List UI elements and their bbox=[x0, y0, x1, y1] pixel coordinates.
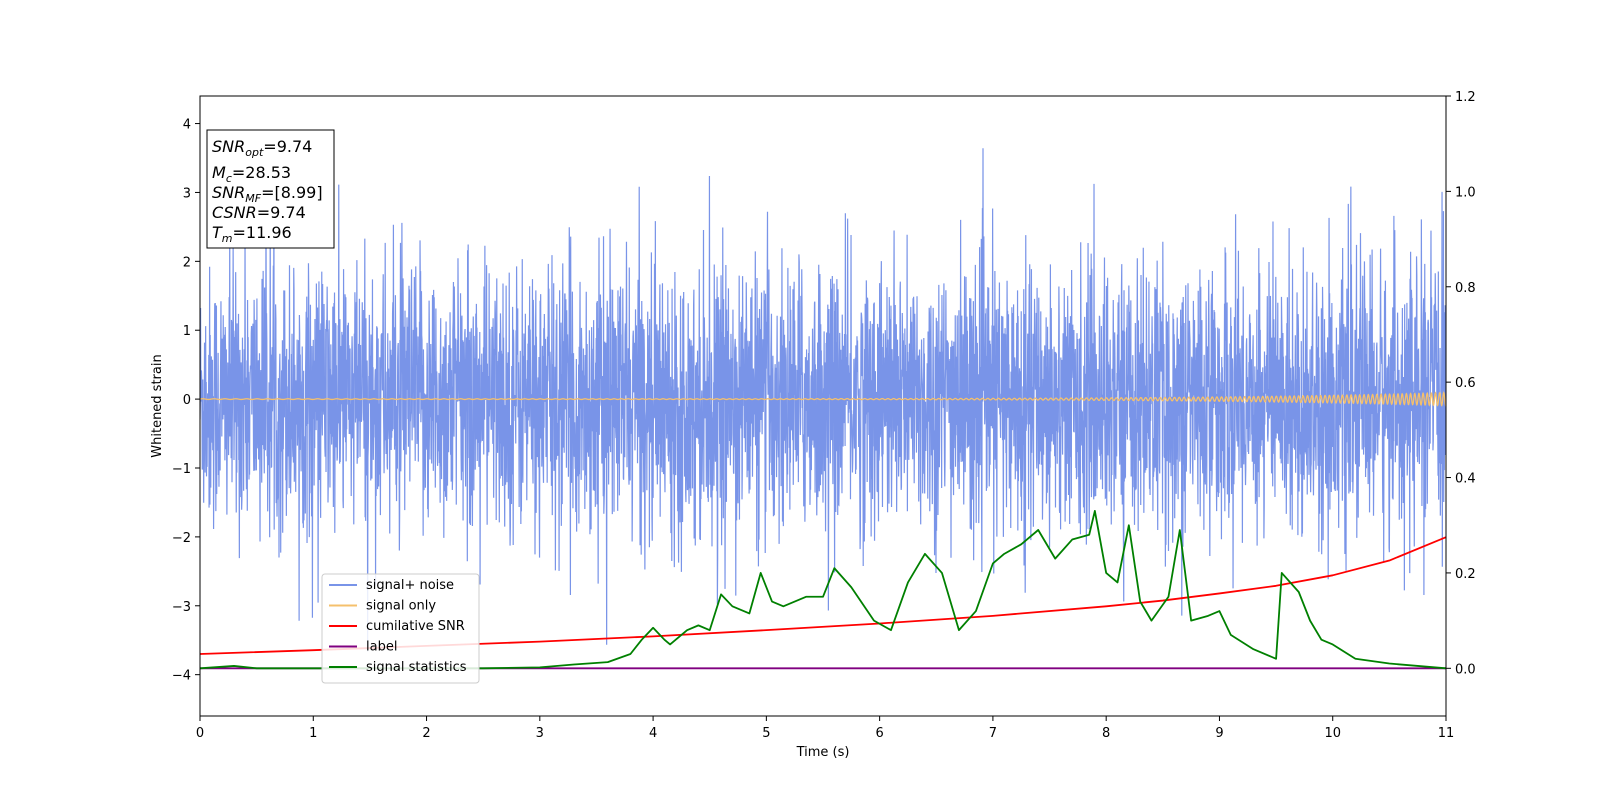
left-y-tick-label: 0 bbox=[183, 393, 191, 408]
legend-label: signal statistics bbox=[366, 660, 467, 675]
x-tick-label: 9 bbox=[1215, 726, 1223, 741]
x-tick-label: 4 bbox=[649, 726, 657, 741]
legend-item-cumulative-snr: cumilative SNR bbox=[329, 619, 465, 634]
x-tick-label: 8 bbox=[1102, 726, 1110, 741]
x-tick-label: 10 bbox=[1324, 726, 1341, 741]
x-tick-label: 6 bbox=[875, 726, 883, 741]
x-tick-label: 2 bbox=[422, 726, 430, 741]
series-line-signal-noise bbox=[200, 148, 1446, 652]
left-y-tick-label: 1 bbox=[183, 324, 191, 339]
legend: signal+ noise signal only cumilative SNR la… bbox=[321, 573, 480, 684]
legend-label: signal only bbox=[366, 599, 436, 614]
plot-frame bbox=[199, 95, 1447, 717]
left-y-tick-label: −3 bbox=[172, 600, 191, 615]
x-axis-label: Time (s) bbox=[796, 745, 850, 760]
legend-item-signal-statistics: signal statistics bbox=[329, 660, 467, 675]
right-y-tick-label: 0.2 bbox=[1455, 567, 1476, 582]
right-y-tick-label: 0.8 bbox=[1455, 281, 1476, 296]
x-tick-label: 5 bbox=[762, 726, 770, 741]
right-y-axis-ticks: 0.0 0.2 0.4 0.6 0.8 1.0 1.2 bbox=[1446, 90, 1476, 677]
annotation-box: SNRopt=9.74 Mc=28.53 SNRMF=[8.99] CSNR=9… bbox=[206, 129, 335, 249]
legend-item-signal-only: signal only bbox=[329, 599, 436, 614]
x-tick-label: 0 bbox=[196, 726, 204, 741]
right-y-tick-label: 1.2 bbox=[1455, 90, 1476, 105]
svg-text:Tm=11.96: Tm=11.96 bbox=[212, 223, 292, 245]
legend-label: cumilative SNR bbox=[366, 619, 465, 634]
series-line-signal-only bbox=[200, 391, 1446, 407]
left-y-tick-label: 2 bbox=[183, 255, 191, 270]
svg-text:SNRMF=[8.99]: SNRMF=[8.99] bbox=[212, 183, 323, 205]
annotation-snr-opt: 9.74 bbox=[277, 137, 313, 156]
x-tick-label: 3 bbox=[536, 726, 544, 741]
x-axis-ticks: 0 1 2 3 4 5 6 7 8 9 10 11 bbox=[196, 716, 1454, 741]
legend-item-label: label bbox=[329, 640, 397, 655]
x-tick-label: 7 bbox=[989, 726, 997, 741]
left-y-axis-ticks: −4 −3 −2 −1 0 1 2 3 4 bbox=[172, 118, 200, 684]
right-y-tick-label: 0.6 bbox=[1455, 376, 1476, 391]
left-y-tick-label: 3 bbox=[183, 186, 191, 201]
legend-label: signal+ noise bbox=[366, 578, 454, 593]
right-y-tick-label: 1.0 bbox=[1455, 185, 1476, 200]
x-tick-label: 1 bbox=[309, 726, 317, 741]
x-tick-label: 11 bbox=[1438, 726, 1455, 741]
series-line-signal-statistics bbox=[200, 510, 1446, 670]
annotation-mc: 28.53 bbox=[245, 163, 291, 182]
left-y-tick-label: −2 bbox=[172, 531, 191, 546]
svg-text:SNRopt=9.74: SNRopt=9.74 bbox=[212, 137, 312, 159]
legend-label: label bbox=[366, 640, 397, 655]
annotation-tm: 11.96 bbox=[246, 223, 292, 242]
right-y-tick-label: 0.0 bbox=[1455, 662, 1476, 677]
legend-item-signal-noise: signal+ noise bbox=[329, 578, 454, 593]
svg-text:Mc=28.53: Mc=28.53 bbox=[212, 163, 291, 185]
left-y-tick-label: −4 bbox=[172, 669, 191, 684]
left-y-tick-label: 4 bbox=[183, 118, 191, 133]
annotation-csnr: 9.74 bbox=[270, 203, 306, 222]
right-y-tick-label: 0.4 bbox=[1455, 472, 1476, 487]
annotation-snr-mf: [8.99] bbox=[274, 183, 322, 202]
svg-text:CSNR=9.74: CSNR=9.74 bbox=[212, 203, 306, 222]
y-axis-label: Whitened strain bbox=[150, 354, 165, 457]
left-y-tick-label: −1 bbox=[172, 462, 191, 477]
